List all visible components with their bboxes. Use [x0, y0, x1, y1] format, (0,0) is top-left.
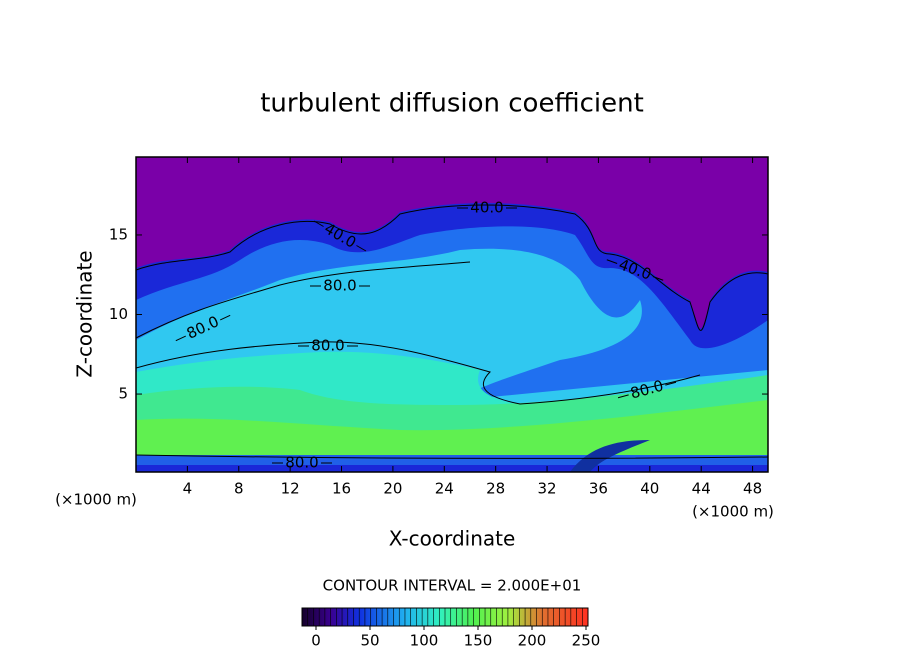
- chart-title: turbulent diffusion coefficient: [260, 89, 644, 119]
- contour-line: [136, 341, 701, 405]
- contour-label: 40.0: [470, 199, 503, 217]
- colorbar-tick-label: 250: [572, 632, 601, 650]
- contour-line: [136, 454, 768, 459]
- colorbar-tick-label: 200: [518, 632, 547, 650]
- colorbar-tick-label: 150: [464, 632, 493, 650]
- contour-line: [136, 204, 768, 331]
- y-tick-label: 5: [118, 385, 128, 403]
- field-band: [136, 465, 768, 472]
- x-tick-label: 44: [692, 480, 711, 498]
- field-band: [570, 440, 650, 472]
- x-tick-label: 28: [486, 480, 505, 498]
- colorbar-tick-label: 100: [410, 632, 439, 650]
- contour-label-line: [313, 220, 367, 252]
- contour-label-line: [617, 381, 677, 399]
- contour-interval: CONTOUR INTERVAL = 2.000E+01: [323, 577, 582, 595]
- x-tick-label: 20: [383, 480, 402, 498]
- x-tick-label: 8: [234, 480, 244, 498]
- x-tick-label: 48: [743, 480, 762, 498]
- contour-label: 80.0: [285, 454, 318, 472]
- colorbar-tick-label: 0: [311, 632, 321, 650]
- x-tick-label: 36: [589, 480, 608, 498]
- x-unit-left: (×1000 m): [55, 491, 137, 509]
- contour-lines: [136, 204, 768, 459]
- x-tick-label: 32: [538, 480, 557, 498]
- contour-line: [136, 261, 471, 339]
- x-tick-label: 24: [435, 480, 454, 498]
- y-tick-label: 15: [109, 225, 128, 243]
- x-tick-label: 16: [332, 480, 351, 498]
- x-tick-label: 40: [640, 480, 659, 498]
- x-tick-label: 4: [183, 480, 193, 498]
- field: [136, 157, 768, 472]
- x-tick-label: 12: [281, 480, 300, 498]
- x-axis-label: X-coordinate: [389, 527, 516, 551]
- contour-label: 80.0: [323, 277, 356, 295]
- contour-label: 80.0: [311, 337, 344, 355]
- colorbar-tick-label: 50: [360, 632, 379, 650]
- contour-label-line: [175, 314, 231, 342]
- y-tick-label: 10: [109, 305, 128, 323]
- x-unit-right: (×1000 m): [692, 503, 774, 521]
- contour-label-line: [606, 259, 664, 281]
- y-axis-label: Z-coordinate: [73, 250, 97, 377]
